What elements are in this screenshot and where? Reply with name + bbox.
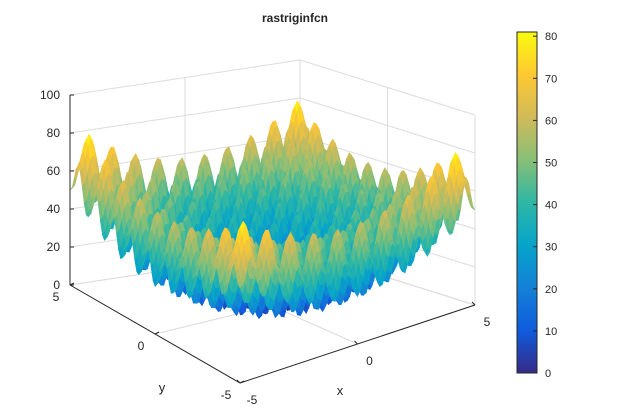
chart-title: rastriginfcn	[262, 11, 328, 25]
surface-plot	[69, 100, 476, 320]
